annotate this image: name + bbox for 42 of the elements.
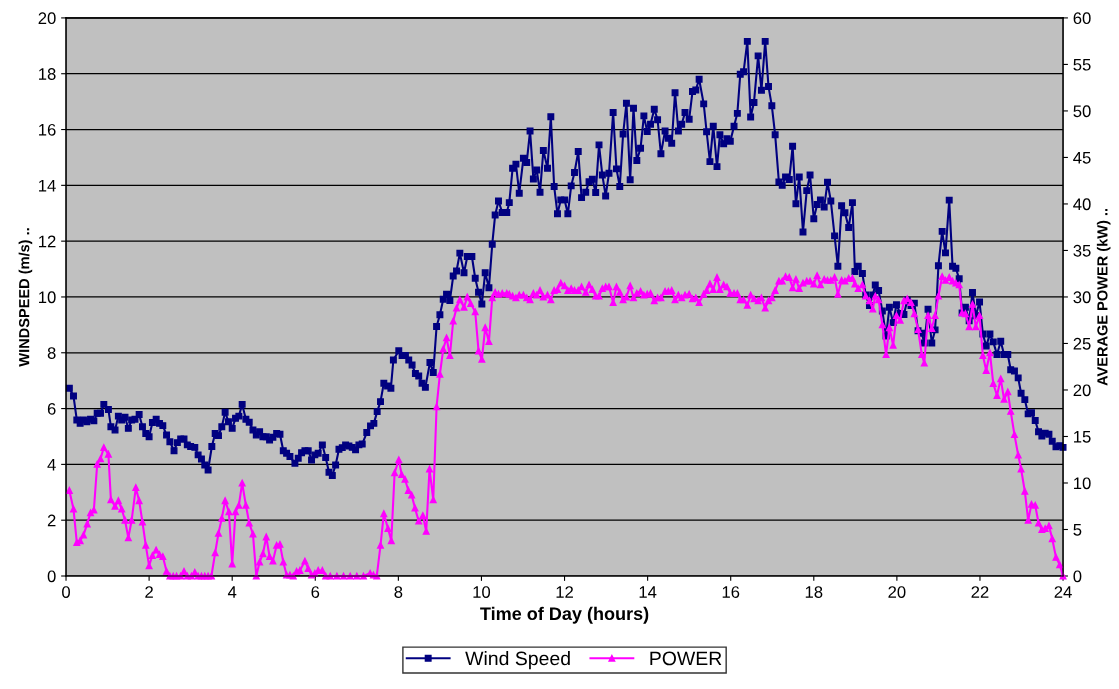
y-tick-label: 6 — [47, 402, 56, 415]
x-tick-label: 24 — [1054, 586, 1072, 598]
x-tick-label: 22 — [971, 586, 989, 598]
y-tick-label: 8 — [47, 347, 56, 359]
x-tick-label: 20 — [888, 586, 906, 598]
y-tick-label: 12 — [39, 235, 56, 248]
y-tick-label: 18 — [39, 68, 56, 80]
y2-tick-label: 35 — [1073, 244, 1091, 257]
y2-tick-label: 0 — [1073, 570, 1082, 583]
y2-tick-label: 15 — [1074, 431, 1091, 443]
y2-tick-label: 50 — [1073, 105, 1091, 118]
y-tick-label: 10 — [39, 291, 56, 304]
y2-tick-label: 30 — [1073, 291, 1091, 304]
x-tick-label: 10 — [473, 586, 491, 598]
x-tick-label: 14 — [639, 586, 657, 598]
x-tick-label: 6 — [311, 586, 320, 598]
y-tick-label: 2 — [47, 514, 56, 527]
x-tick-label: 16 — [722, 586, 740, 598]
x-axis-title: Time of Day (hours) — [480, 606, 649, 624]
x-tick-label: 18 — [805, 586, 823, 598]
y-tick-label: 0 — [47, 570, 56, 583]
x-tick-label: 2 — [145, 586, 153, 598]
y-tick-label: 20 — [38, 12, 56, 25]
y2-tick-label: 40 — [1073, 198, 1091, 211]
y-tick-label: 4 — [47, 458, 56, 471]
y2-axis-title: AVERAGE POWER (kW) .. — [1096, 208, 1111, 386]
x-tick-label: 4 — [227, 586, 237, 598]
x-tick-label: 12 — [556, 586, 573, 598]
y2-tick-label: 25 — [1073, 337, 1091, 350]
y2-tick-label: 60 — [1073, 12, 1091, 25]
y2-tick-label: 5 — [1073, 524, 1082, 536]
y2-tick-label: 45 — [1073, 152, 1091, 164]
y2-tick-label: 20 — [1073, 384, 1091, 397]
y-tick-label: 16 — [39, 123, 56, 136]
y2-tick-label: 10 — [1074, 477, 1091, 490]
legend-label: Wind Speed — [465, 651, 570, 670]
x-tick-label: 8 — [394, 586, 403, 598]
y-tick-label: 14 — [39, 179, 56, 192]
y2-tick-label: 55 — [1073, 58, 1091, 71]
legend-label: POWER — [650, 651, 722, 666]
x-tick-label: 0 — [62, 586, 70, 598]
y-axis-title: WINDSPEED (m/s) .. — [18, 228, 33, 367]
